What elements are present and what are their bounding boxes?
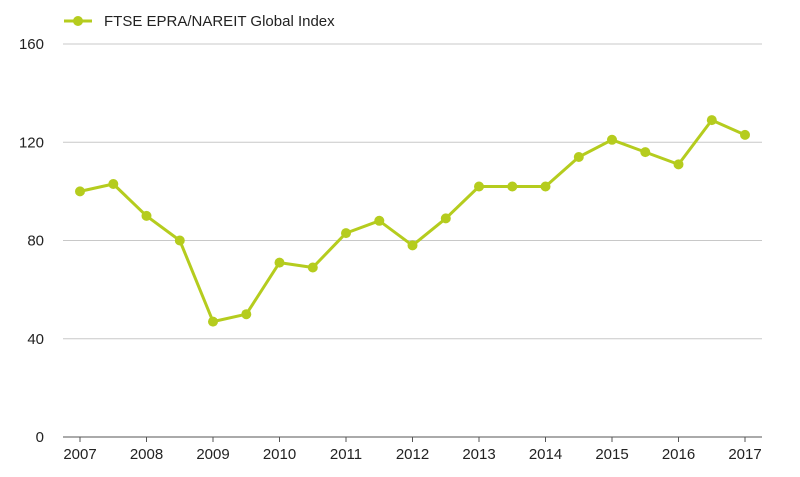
data-point xyxy=(440,213,451,224)
data-point xyxy=(307,262,318,273)
x-tick-label: 2010 xyxy=(263,446,296,463)
data-point xyxy=(75,186,85,197)
data-point xyxy=(407,240,418,251)
data-point xyxy=(706,115,717,126)
data-point xyxy=(374,215,385,226)
data-point xyxy=(141,210,152,221)
x-tick-label: 2013 xyxy=(462,446,495,463)
data-point xyxy=(573,152,584,162)
grid-lines xyxy=(63,43,762,340)
x-tick-label: 2011 xyxy=(330,446,362,463)
data-point xyxy=(241,309,252,320)
data-point xyxy=(673,159,684,170)
data-point xyxy=(341,228,351,239)
data-point xyxy=(208,316,218,327)
x-tick-label: 2012 xyxy=(396,446,429,463)
data-point xyxy=(607,134,617,145)
x-tick-label: 2008 xyxy=(130,446,163,463)
legend-swatch-marker xyxy=(73,16,83,26)
x-tick-label: 2015 xyxy=(595,446,628,463)
legend-label: FTSE EPRA/NAREIT Global Index xyxy=(104,13,335,30)
x-tick-label: 2009 xyxy=(196,446,229,463)
y-tick-label: 0 xyxy=(36,429,44,446)
x-tick-label: 2007 xyxy=(63,446,96,463)
data-point xyxy=(474,181,484,192)
y-tick-label: 160 xyxy=(19,36,44,53)
data-point xyxy=(108,179,119,189)
data-point xyxy=(640,147,651,158)
data-point xyxy=(740,129,750,140)
axes: 0 40 80 120 160 2007 2008 2009 2010 2011 2012 2013 2… xyxy=(19,36,762,463)
legend: FTSE EPRA/NAREIT Global Index xyxy=(64,13,335,30)
series-layer xyxy=(75,115,750,327)
y-tick-label: 40 xyxy=(27,331,44,348)
y-tick-label: 80 xyxy=(27,233,44,250)
data-point xyxy=(174,235,185,246)
data-point xyxy=(540,181,551,192)
x-tick-label: 2016 xyxy=(662,446,695,463)
data-point xyxy=(274,257,285,268)
data-point xyxy=(507,181,518,192)
y-tick-label: 120 xyxy=(19,134,44,151)
x-tick-label: 2017 xyxy=(728,446,761,463)
x-tick-label: 2014 xyxy=(529,446,562,463)
